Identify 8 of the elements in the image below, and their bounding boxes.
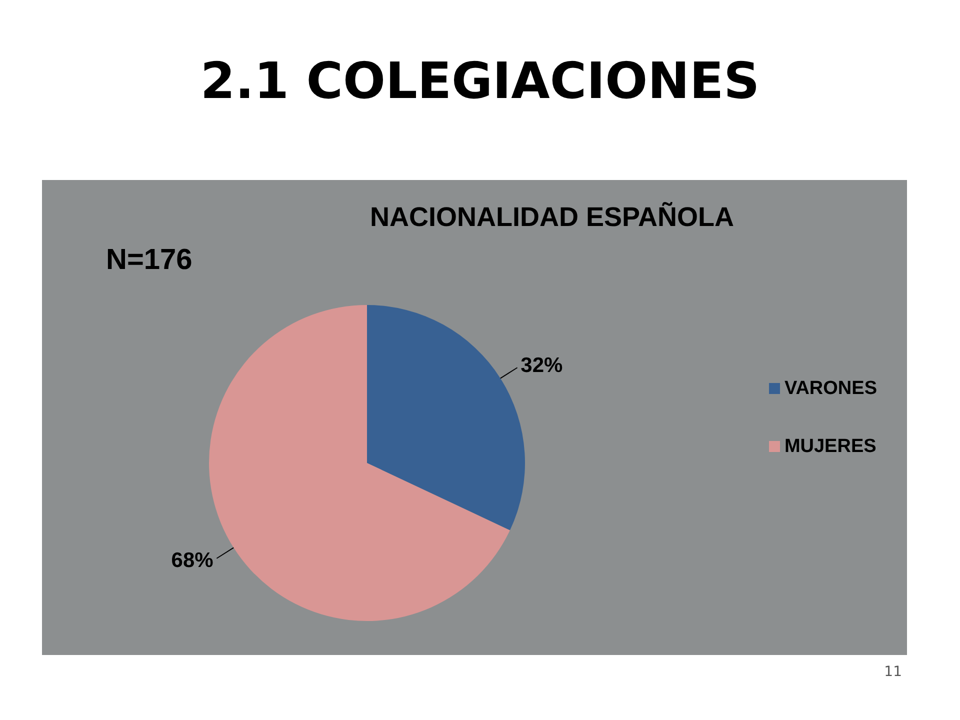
legend-label: MUJERES — [784, 436, 876, 458]
chart-subtitle: NACIONALIDAD ESPAÑOLA — [370, 202, 734, 232]
data-label: 32% — [520, 354, 564, 377]
chart-title: 2.1 COLEGIACIONES — [200, 52, 760, 110]
data-label: 68% — [171, 549, 214, 572]
text: N=176 — [106, 244, 192, 276]
text: 11 — [884, 664, 902, 680]
legend-label: VARONES — [784, 378, 877, 400]
